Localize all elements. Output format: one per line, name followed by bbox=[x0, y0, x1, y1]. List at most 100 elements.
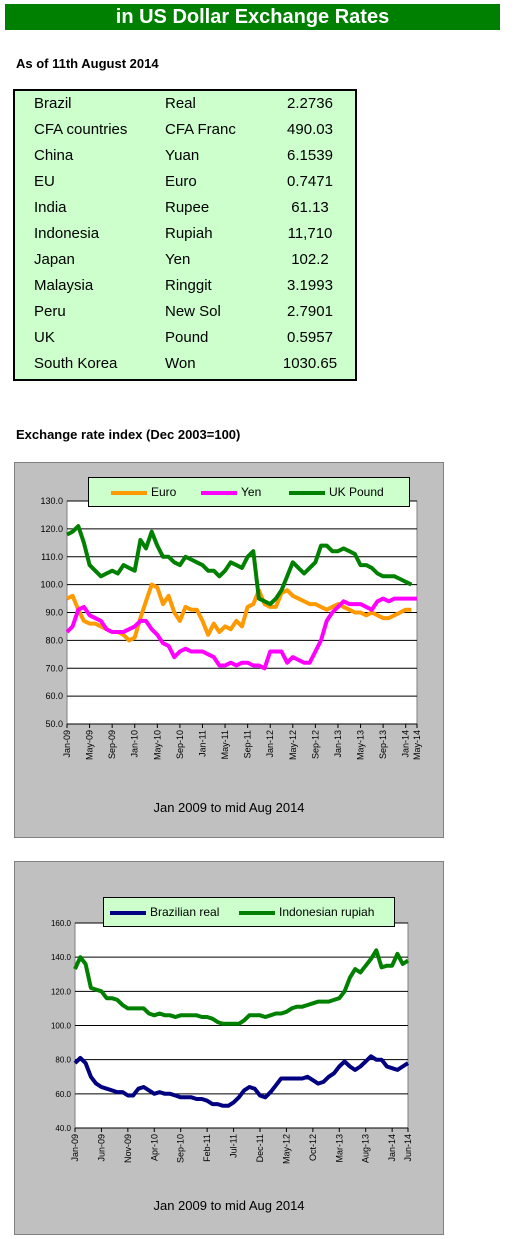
x-tick-label: May-13 bbox=[356, 730, 366, 760]
x-tick-label: Nov-09 bbox=[123, 1134, 133, 1163]
legend-label: Indonesian rupiah bbox=[279, 905, 375, 919]
legend-entry: Yen bbox=[201, 478, 261, 506]
legend-label: Euro bbox=[151, 485, 177, 499]
currency-name: Rupee bbox=[165, 199, 210, 216]
exchange-rate-table: Brazil Real 2.2736 CFA countries CFA Franc 49… bbox=[13, 89, 357, 381]
chart-2-caption: Jan 2009 to mid Aug 2014 bbox=[153, 1198, 305, 1213]
legend-entry: Indonesian rupiah bbox=[239, 898, 374, 926]
x-tick-label: Mar-13 bbox=[334, 1134, 344, 1163]
legend-label: Yen bbox=[241, 485, 262, 499]
rate-row: Indonesia Rupiah 11,710 bbox=[15, 222, 355, 246]
rate-row: India Rupee 61.13 bbox=[15, 196, 355, 220]
y-tick-label: 120.0 bbox=[51, 987, 72, 996]
x-tick-label: Sep-13 bbox=[378, 730, 388, 759]
rate-row: Malaysia Ringgit 3.1993 bbox=[15, 274, 355, 298]
x-tick-label: Jan-09 bbox=[62, 730, 72, 758]
rate-value: 11,710 bbox=[287, 225, 333, 242]
x-tick-label: Sep-12 bbox=[310, 730, 320, 759]
x-tick-label: Jan-12 bbox=[265, 730, 275, 758]
x-tick-label: Jul-11 bbox=[229, 1134, 239, 1158]
currency-name: Ringgit bbox=[165, 277, 212, 294]
y-tick-label: 160.0 bbox=[51, 919, 72, 928]
x-tick-label: May-11 bbox=[220, 730, 230, 759]
y-tick-label: 70.0 bbox=[45, 663, 63, 673]
x-tick-label: Jan-11 bbox=[197, 730, 207, 757]
country-name: China bbox=[34, 147, 74, 164]
rate-value: 0.5957 bbox=[287, 329, 333, 346]
legend-swatch bbox=[239, 910, 275, 915]
chart-real-rupiah: 40.0 60.0 80.0 100.0 120.0 140.0 160.0 Jan-09 Ju… bbox=[14, 861, 444, 1235]
chart-1-legend: Euro Yen UK Pound bbox=[88, 477, 410, 507]
x-tick-label: Sep-11 bbox=[243, 730, 253, 758]
x-tick-label: Jan-13 bbox=[333, 730, 343, 758]
x-tick-label: Sep-09 bbox=[107, 730, 117, 759]
legend-entry: Euro bbox=[111, 478, 176, 506]
country-name: South Korea bbox=[34, 355, 118, 372]
legend-swatch bbox=[289, 490, 325, 495]
rate-value: 0.7471 bbox=[287, 173, 333, 190]
rate-row: CFA countries CFA Franc 490.03 bbox=[15, 118, 355, 142]
y-tick-label: 140.0 bbox=[51, 953, 72, 962]
chart-2-plot: 40.0 60.0 80.0 100.0 120.0 140.0 160.0 Jan-09 Ju… bbox=[51, 919, 413, 1164]
currency-name: Pound bbox=[165, 329, 209, 346]
y-tick-label: 40.0 bbox=[55, 1124, 71, 1133]
y-tick-label: 60.0 bbox=[55, 1090, 71, 1099]
country-name: CFA countries bbox=[34, 121, 128, 138]
rate-value: 2.2736 bbox=[287, 95, 333, 112]
rate-value: 1030.65 bbox=[282, 355, 338, 372]
x-tick-label: Jan-09 bbox=[70, 1134, 80, 1162]
y-tick-label: 120.0 bbox=[40, 524, 63, 534]
x-tick-label: May-09 bbox=[85, 730, 95, 760]
legend-swatch bbox=[111, 490, 147, 495]
x-tick-label: Sep-10 bbox=[175, 730, 185, 759]
x-tick-label: Jan-14 bbox=[387, 1134, 397, 1162]
country-name: Malaysia bbox=[34, 277, 94, 294]
rate-value: 490.03 bbox=[287, 121, 333, 138]
rate-row: South Korea Won 1030.65 bbox=[15, 352, 355, 376]
rate-value: 6.1539 bbox=[287, 147, 333, 164]
rate-row: China Yuan 6.1539 bbox=[15, 144, 355, 168]
series-line-yen bbox=[65, 596, 417, 671]
country-name: Peru bbox=[34, 303, 66, 320]
legend-label: Brazilian real bbox=[150, 905, 220, 919]
country-name: EU bbox=[34, 173, 55, 190]
page-banner: in US Dollar Exchange Rates bbox=[5, 4, 500, 30]
legend-entry: UK Pound bbox=[289, 478, 384, 506]
currency-name: CFA Franc bbox=[165, 121, 236, 138]
x-tick-label: Aug-13 bbox=[361, 1134, 371, 1163]
x-tick-label: May-10 bbox=[152, 730, 162, 760]
x-tick-label: Jan-14 bbox=[401, 730, 411, 758]
rate-row: Japan Yen 102.2 bbox=[15, 248, 355, 272]
rate-value: 61.13 bbox=[291, 199, 329, 216]
legend-swatch bbox=[110, 910, 146, 915]
legend-swatch bbox=[201, 490, 237, 495]
chart-1-caption: Jan 2009 to mid Aug 2014 bbox=[153, 800, 305, 815]
y-tick-label: 130.0 bbox=[40, 496, 63, 506]
y-tick-label: 110.0 bbox=[41, 552, 63, 562]
y-tick-label: 50.0 bbox=[45, 719, 63, 729]
index-heading: Exchange rate index (Dec 2003=100) bbox=[16, 427, 241, 442]
chart-2-legend: Brazilian real Indonesian rupiah bbox=[103, 897, 395, 927]
x-tick-label: Feb-11 bbox=[202, 1134, 212, 1162]
currency-name: Euro bbox=[165, 173, 197, 190]
rate-row: Peru New Sol 2.7901 bbox=[15, 300, 355, 324]
y-tick-label: 80.0 bbox=[55, 1056, 71, 1065]
rate-row: Brazil Real 2.2736 bbox=[15, 92, 355, 116]
country-name: Brazil bbox=[34, 95, 72, 112]
series-line-euro bbox=[66, 582, 412, 643]
y-tick-label: 60.0 bbox=[45, 691, 63, 701]
y-tick-label: 100.0 bbox=[40, 580, 63, 590]
country-name: Indonesia bbox=[34, 225, 100, 242]
x-tick-label: May-12 bbox=[281, 1134, 291, 1164]
x-tick-label: Jan-10 bbox=[130, 730, 140, 758]
x-tick-label: Apr-10 bbox=[149, 1134, 159, 1161]
series-line-indonesian-rupiah bbox=[73, 948, 410, 1026]
rate-value: 102.2 bbox=[291, 251, 329, 268]
legend-entry: Brazilian real bbox=[110, 898, 219, 926]
as-of-date: As of 11th August 2014 bbox=[16, 56, 159, 71]
y-tick-label: 90.0 bbox=[45, 608, 63, 618]
country-name: UK bbox=[34, 329, 55, 346]
country-name: Japan bbox=[34, 251, 75, 268]
country-name: India bbox=[34, 199, 67, 216]
x-tick-label: Jun-09 bbox=[96, 1134, 106, 1162]
